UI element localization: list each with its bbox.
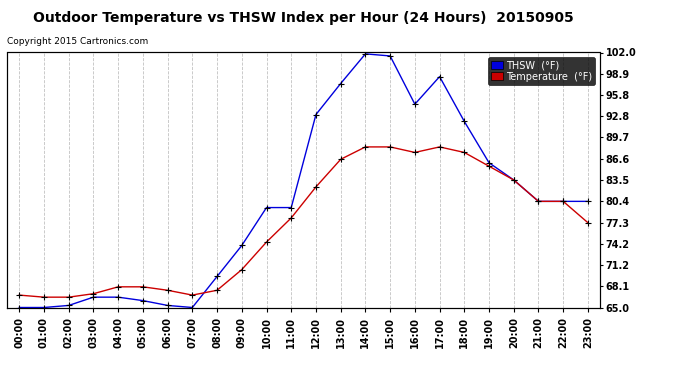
Legend: THSW  (°F), Temperature  (°F): THSW (°F), Temperature (°F) <box>488 57 595 85</box>
Text: Outdoor Temperature vs THSW Index per Hour (24 Hours)  20150905: Outdoor Temperature vs THSW Index per Ho… <box>33 11 574 25</box>
Text: Copyright 2015 Cartronics.com: Copyright 2015 Cartronics.com <box>7 38 148 46</box>
